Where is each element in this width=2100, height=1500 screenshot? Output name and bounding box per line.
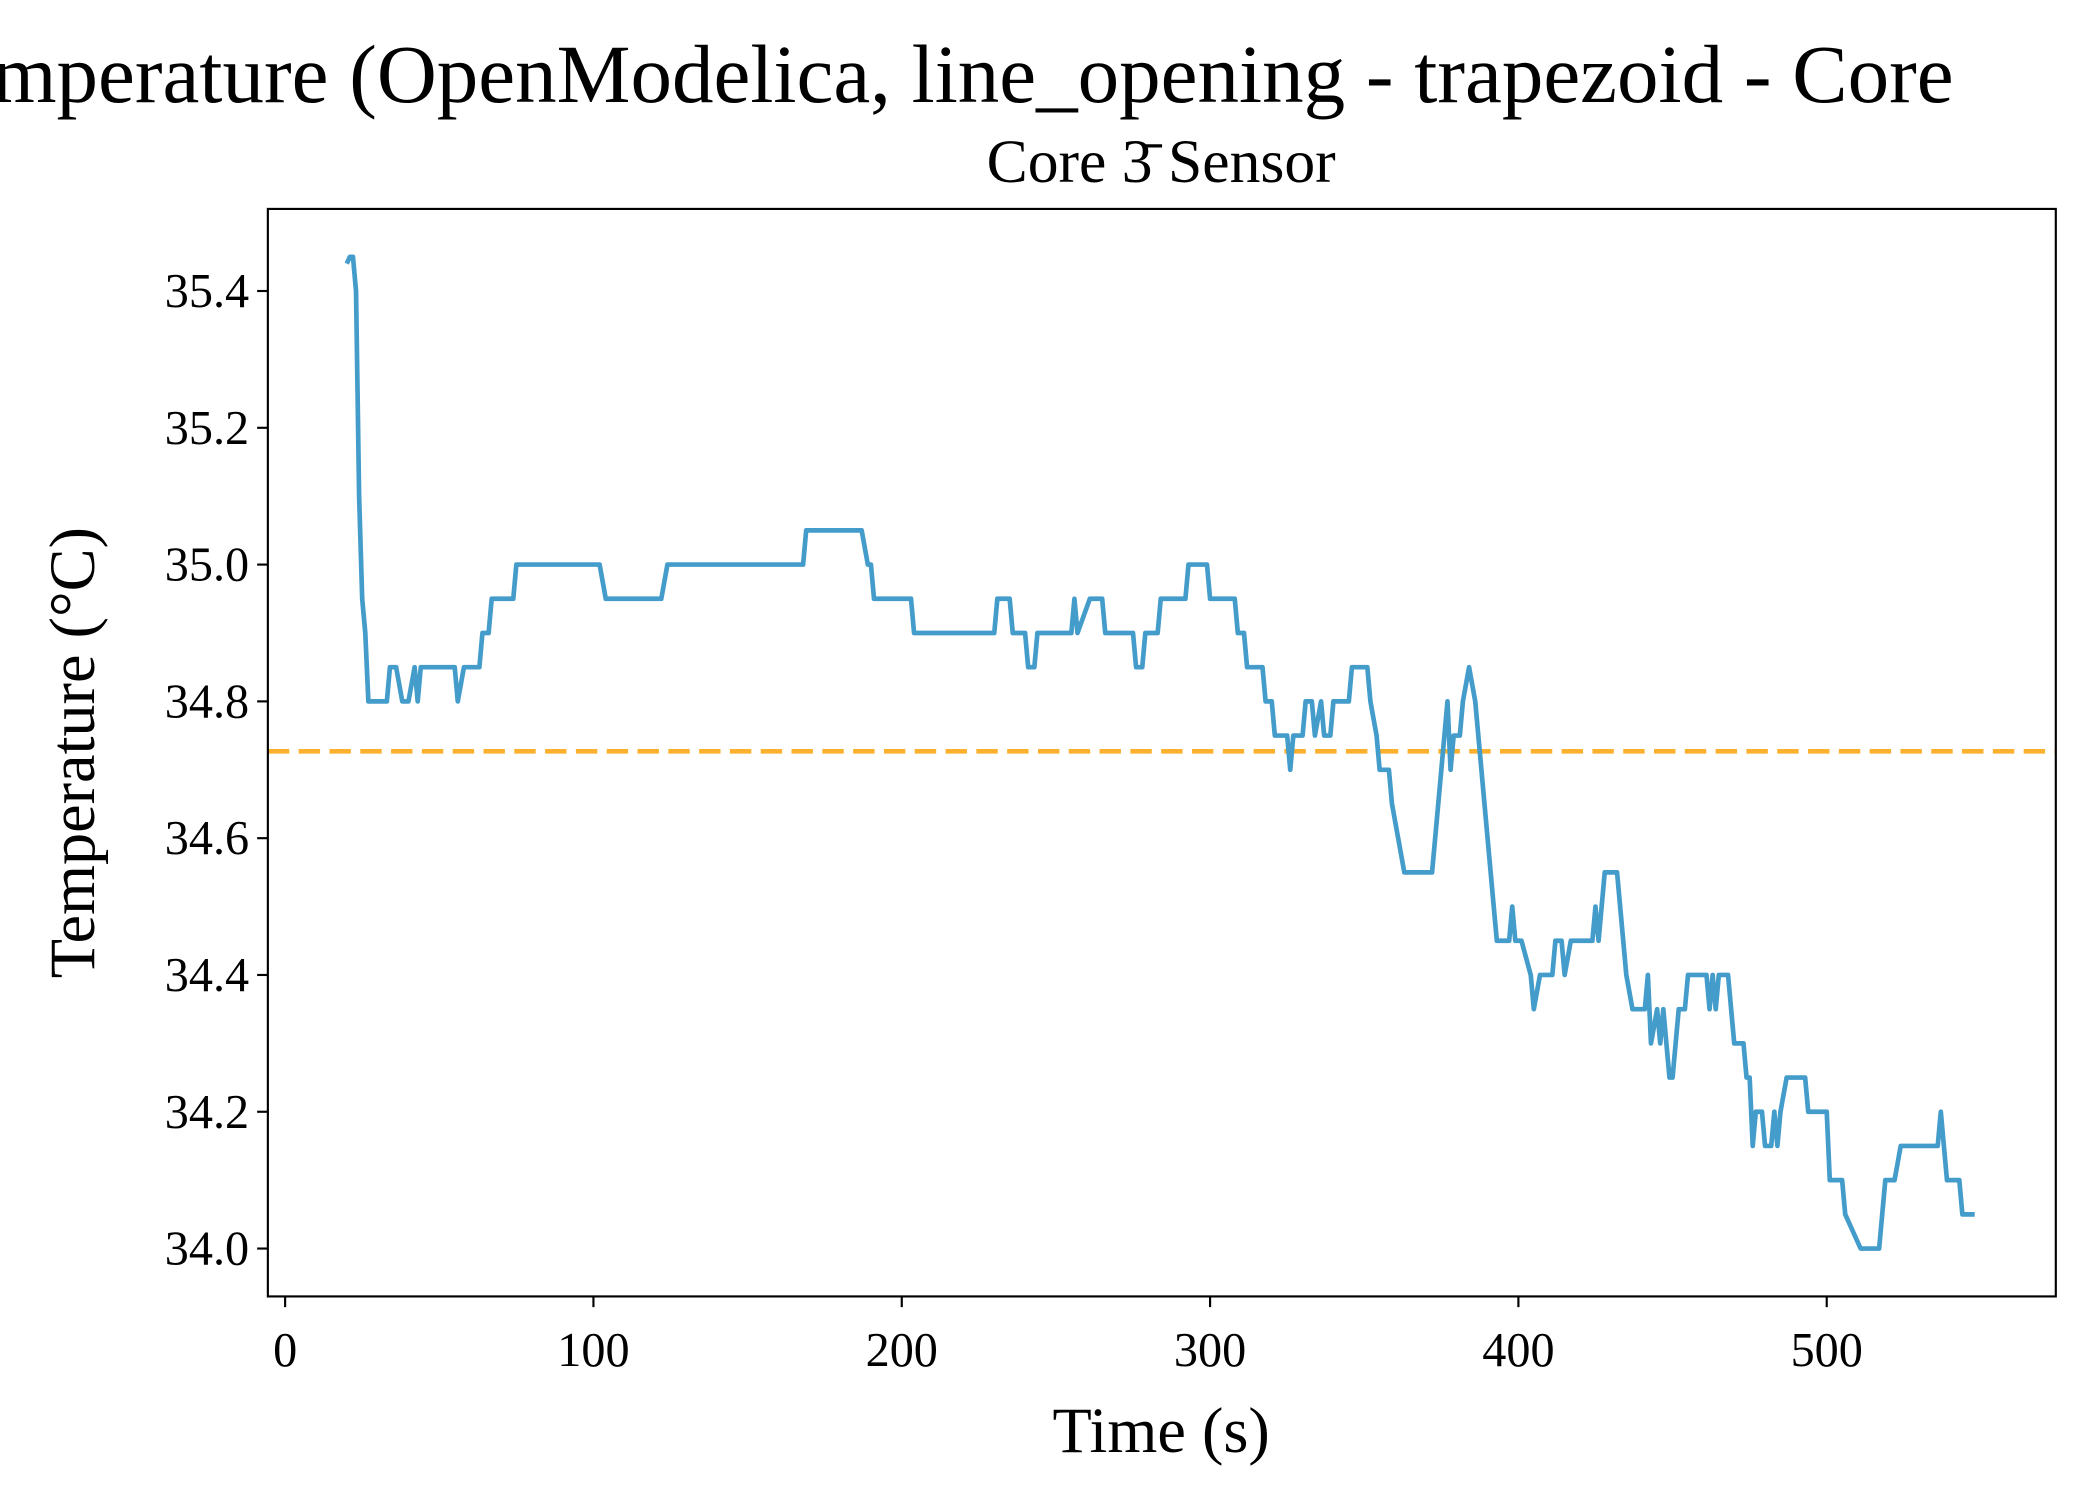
y-tick-label: 35.0 — [165, 539, 249, 592]
y-tick-label: 34.4 — [165, 949, 249, 1002]
x-tick-label: 0 — [273, 1324, 297, 1377]
x-tick-label: 500 — [1791, 1324, 1863, 1377]
y-axis-label: Temperature (°C) — [37, 527, 108, 978]
chart-subtitle: Core 3̄ Sensor — [987, 128, 1336, 196]
y-tick-label: 34.8 — [165, 675, 249, 728]
x-axis-label: Time (s) — [1053, 1395, 1270, 1466]
chart-title: mperature (OpenModelica, line_opening - … — [0, 28, 1954, 120]
data-line — [344, 254, 1975, 1251]
y-tick-label: 34.2 — [165, 1086, 249, 1139]
x-tick-label: 100 — [557, 1324, 629, 1377]
x-tick-label: 200 — [866, 1324, 938, 1377]
y-tick-label: 35.4 — [165, 265, 249, 318]
y-tick-label: 35.2 — [165, 402, 249, 455]
y-tick-label: 34.6 — [165, 812, 249, 865]
x-tick-label: 400 — [1482, 1324, 1554, 1377]
y-tick-label: 34.0 — [165, 1223, 249, 1276]
x-tick-label: 300 — [1174, 1324, 1246, 1377]
plot-frame — [266, 207, 2057, 1298]
